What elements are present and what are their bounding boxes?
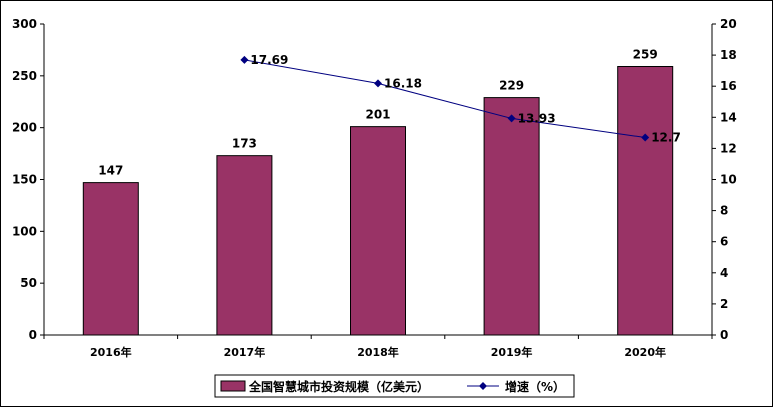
y-right-tick-label: 10 (720, 173, 737, 187)
bar-value-label: 173 (232, 137, 257, 151)
y-left-tick-label: 150 (12, 173, 37, 187)
y-right-tick-label: 6 (720, 235, 728, 249)
y-left-tick-label: 50 (20, 276, 37, 290)
x-tick-label: 2017年 (224, 345, 266, 359)
y-left-tick-label: 0 (29, 328, 37, 342)
y-right-tick-label: 0 (720, 328, 728, 342)
y-right-tick-label: 20 (720, 17, 737, 31)
x-tick-label: 2018年 (357, 345, 399, 359)
bar (82, 182, 139, 336)
x-tick-label: 2016年 (90, 345, 132, 359)
y-right-tick-label: 14 (720, 110, 737, 124)
bar (216, 155, 273, 336)
bar-value-label: 259 (633, 48, 658, 62)
y-left-tick-label: 250 (12, 69, 37, 83)
growth-value-label: 16.18 (384, 76, 422, 90)
x-tick-label: 2020年 (624, 345, 666, 359)
legend-line-marker (479, 382, 487, 390)
growth-value-label: 17.69 (250, 53, 288, 67)
legend-bar-swatch (220, 380, 246, 392)
y-right-tick-label: 8 (720, 204, 728, 218)
legend-bar-label: 全国智慧城市投资规模（亿美元） (248, 379, 429, 394)
growth-point (374, 79, 382, 88)
growth-value-label: 13.93 (518, 111, 556, 125)
bar (483, 97, 540, 336)
y-right-tick-label: 18 (720, 48, 737, 62)
x-tick-label: 2019年 (491, 345, 533, 359)
y-right-tick-label: 16 (720, 79, 737, 93)
bar-value-label: 229 (499, 79, 524, 93)
legend: 全国智慧城市投资规模（亿美元） 增速（%） (214, 374, 575, 398)
y-left-tick-label: 200 (12, 121, 37, 135)
growth-point (507, 114, 516, 123)
growth-value-label: 12.7 (651, 131, 681, 145)
y-right-tick-label: 2 (720, 297, 728, 311)
bar (617, 66, 674, 336)
bar-value-label: 147 (98, 164, 123, 178)
y-right-tick-label: 4 (720, 266, 728, 280)
growth-point (641, 133, 650, 142)
bar (350, 126, 406, 336)
y-left-tick-label: 100 (12, 224, 37, 238)
y-left-tick-label: 300 (12, 17, 37, 31)
legend-line-label: 增速（%） (505, 379, 565, 394)
bar-value-label: 201 (365, 108, 390, 122)
plot-area: 0 50 100 150 200 250 300 0 2 4 6 8 10 12 14 16 18 20 2016年… (12, 17, 737, 359)
legend-box (214, 374, 575, 398)
growth-point (240, 55, 249, 64)
y-right-tick-label: 12 (720, 141, 737, 155)
growth-line (244, 59, 646, 139)
